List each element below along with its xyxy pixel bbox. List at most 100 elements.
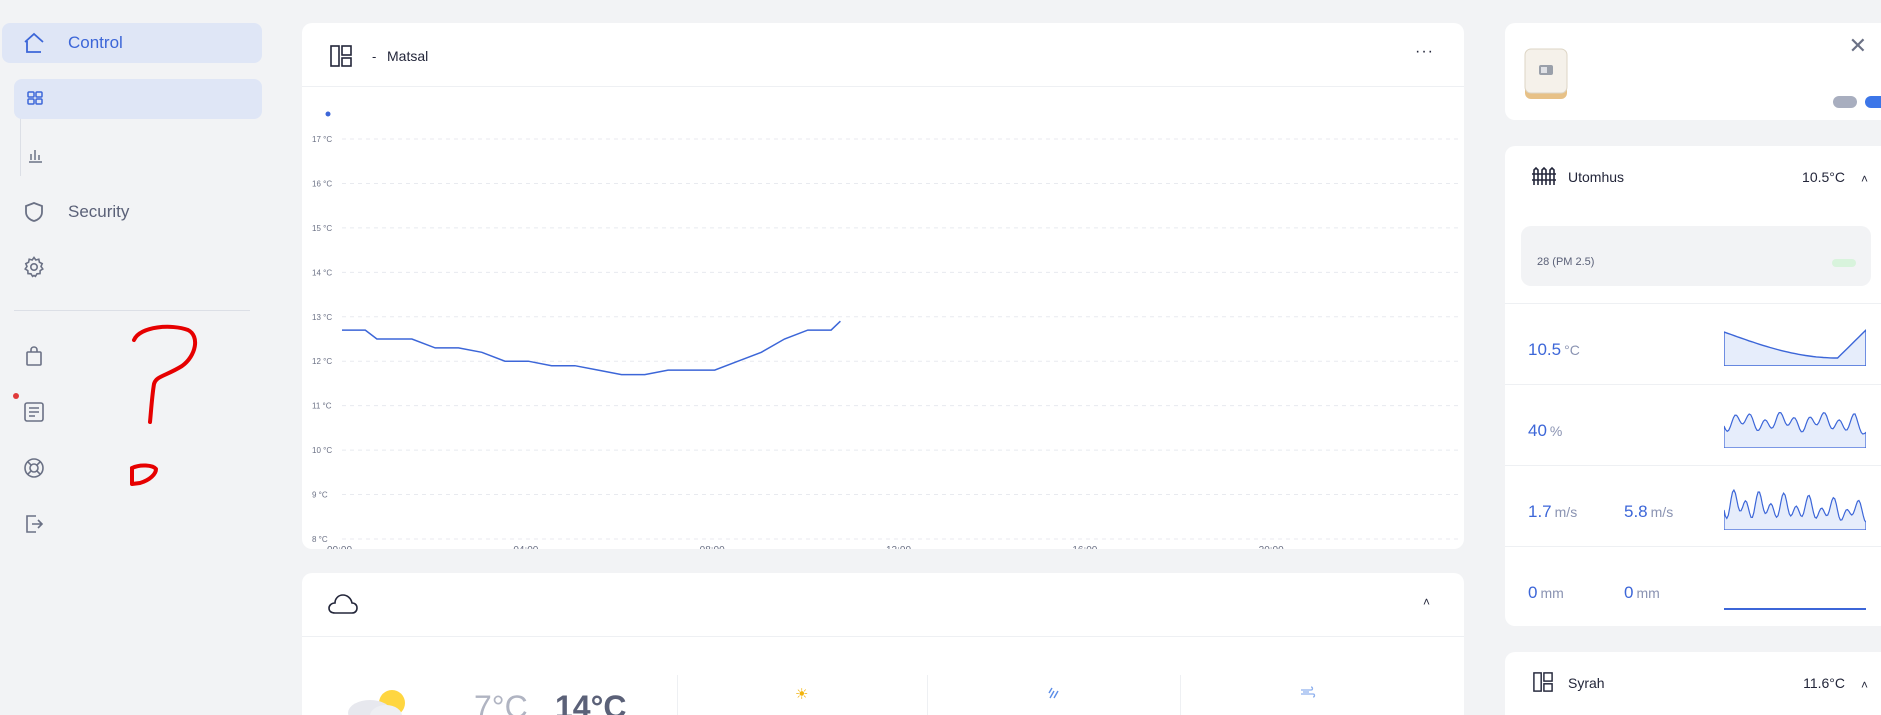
nav-statistics[interactable]: [14, 135, 262, 175]
shopping-bag-icon: [22, 344, 46, 368]
nav-security[interactable]: Security: [2, 192, 262, 232]
rain-number: 0: [1528, 583, 1538, 602]
y-tick-label: 17 °C: [312, 135, 332, 144]
weather-header: ˄: [302, 573, 1464, 637]
temperature-sparkline: [1724, 329, 1866, 366]
room-syrah-temp: 11.6°C: [1803, 675, 1845, 691]
nav-help[interactable]: [2, 448, 262, 488]
humidity-unit: %: [1549, 423, 1563, 439]
column-divider: [927, 675, 928, 715]
x-tick-label: 16:00: [1072, 545, 1097, 549]
column-divider: [1180, 675, 1181, 715]
news-icon: [22, 400, 46, 424]
humidity-number: 40: [1528, 421, 1547, 440]
y-tick-label: 13 °C: [312, 313, 332, 322]
nav-logout[interactable]: [2, 504, 262, 544]
help-lifebuoy-icon: [22, 456, 46, 480]
humidity-sparkline: [1724, 411, 1866, 448]
thermostat-device-image: [1521, 45, 1571, 101]
x-tick-label: 20:00: [1259, 545, 1284, 549]
room-graph-card: - Matsal ··· 17 °C 16 °C 15 °C 14 °C 13 °C 12…: [302, 23, 1464, 549]
wind-sparkline: [1724, 488, 1866, 530]
temperature-number: 10.5: [1528, 340, 1562, 359]
outdoor-card: Utomhus 10.5°C ˄ 28 (PM 2.5) 10.5 °C 40% …: [1505, 146, 1881, 626]
sidebar-divider: [14, 310, 250, 311]
gust-unit: m/s: [1650, 504, 1674, 520]
nav-dashboard[interactable]: [14, 79, 262, 119]
wind-unit: m/s: [1554, 504, 1578, 520]
room-dash: -: [372, 49, 377, 64]
air-quality-box: 28 (PM 2.5): [1521, 226, 1871, 286]
y-tick-label: 14 °C: [312, 268, 332, 277]
gear-icon: [22, 255, 46, 279]
nav-news[interactable]: [2, 392, 262, 432]
room-layout-icon: [330, 45, 352, 67]
rain-sum-unit: mm: [1636, 585, 1660, 601]
humidity-value: 40%: [1528, 421, 1562, 441]
rain-sum-number: 0: [1624, 583, 1634, 602]
rain-sum-value: 0 mm: [1624, 583, 1660, 603]
row-separator: [1505, 384, 1881, 385]
sun-icon: ☀: [795, 686, 809, 703]
nav-shop[interactable]: [2, 336, 262, 376]
weather-collapse-chevron[interactable]: ˄: [1422, 595, 1430, 609]
temperature-chart: 17 °C 16 °C 15 °C 14 °C 13 °C 12 °C 11 °C 10 °C…: [312, 111, 1460, 549]
fence-icon: [1531, 166, 1557, 186]
x-tick-label: 12:00: [886, 545, 911, 549]
sub-nav-rail: [20, 106, 21, 176]
room-syrah-collapse-chevron[interactable]: ˄: [1860, 678, 1868, 692]
rain-unit: mm: [1540, 585, 1564, 601]
nav-settings[interactable]: [2, 247, 262, 287]
shield-icon: [22, 200, 46, 224]
rain-icon: [1047, 685, 1061, 699]
sidebar: Control Security: [0, 0, 270, 715]
logout-icon: [22, 512, 46, 536]
nav-control-label: Control: [68, 33, 123, 52]
temperature-series-line: [342, 320, 841, 376]
gust-value: 5.8 m/s: [1624, 502, 1673, 522]
partly-cloudy-icon: [340, 685, 415, 715]
weather-card: ˄ 7°C 14°C ☀: [302, 573, 1464, 715]
forecast-temp-low: 7°C: [474, 689, 528, 715]
room-syrah-card: Syrah 11.6°C ˄: [1505, 652, 1881, 715]
row-separator: [1505, 546, 1881, 547]
toggle-pill-on[interactable]: [1865, 96, 1881, 108]
notification-dot: [13, 393, 19, 399]
forecast-temp-high: 14°C: [555, 689, 627, 715]
outdoor-collapse-chevron[interactable]: ˄: [1860, 172, 1868, 186]
legend-dot: [325, 111, 331, 117]
rain-sparkline: [1724, 608, 1866, 610]
y-tick-label: 11 °C: [312, 402, 332, 411]
y-tick-label: 8 °C: [312, 535, 328, 544]
temperature-unit: °C: [1564, 342, 1580, 358]
x-tick-label: 08:00: [700, 545, 725, 549]
y-tick-label: 9 °C: [312, 491, 328, 500]
outdoor-name: Utomhus: [1568, 169, 1625, 185]
rain-value: 0 mm: [1528, 583, 1564, 603]
y-tick-label: 10 °C: [312, 446, 332, 455]
bar-chart-icon: [26, 146, 44, 164]
x-tick-label: 04:00: [513, 545, 538, 549]
y-tick-label: 16 °C: [312, 179, 332, 188]
air-quality-indicator: [1832, 259, 1856, 267]
home-icon: [22, 31, 46, 55]
y-tick-label: 15 °C: [312, 224, 332, 233]
close-button[interactable]: ✕: [1848, 33, 1867, 58]
row-separator: [1505, 303, 1881, 304]
wind-number: 1.7: [1528, 502, 1552, 521]
graph-header: - Matsal ···: [302, 23, 1464, 87]
y-tick-label: 12 °C: [312, 357, 332, 366]
nav-control[interactable]: Control: [2, 23, 262, 63]
room-name: Matsal: [387, 48, 429, 64]
nav-security-label: Security: [68, 202, 130, 221]
gust-number: 5.8: [1624, 502, 1648, 521]
column-divider: [677, 675, 678, 715]
wind-value: 1.7 m/s: [1528, 502, 1577, 522]
temperature-value: 10.5 °C: [1528, 340, 1580, 360]
room-layout-icon: [1533, 672, 1553, 692]
toggle-pill-off[interactable]: [1833, 96, 1857, 108]
room-syrah-name: Syrah: [1568, 675, 1605, 691]
handwritten-annotation: [130, 324, 198, 486]
more-options-button[interactable]: ···: [1415, 43, 1434, 60]
cloud-icon: [328, 593, 358, 615]
